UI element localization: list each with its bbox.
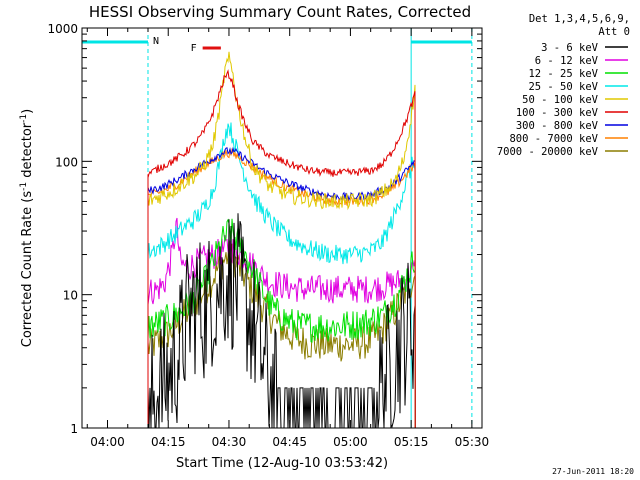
legend-label-7000-20000-kev: 7000 - 20000 keV — [497, 146, 599, 158]
legend-header-line1: Det 1,3,4,5,6,9, — [529, 13, 630, 25]
y-axis-label-part-2: detector — [20, 122, 35, 182]
y-tick-label-100: 100 — [55, 155, 78, 169]
y-tick-label-1000: 1000 — [47, 22, 78, 36]
series-300-800-kev — [147, 146, 416, 429]
x-axis-label: Start Time (12-Aug-10 03:53:42) — [176, 456, 388, 471]
legend-label-6-12-kev: 6 - 12 keV — [535, 55, 599, 67]
series-6-12-kev — [147, 217, 416, 429]
y-axis-label-part-1: Corrected Count Rate (s — [20, 191, 35, 348]
y-axis-label-part-3: ) — [20, 109, 35, 114]
series-100-300-kev — [147, 69, 416, 429]
x-tick-label-04-30: 04:30 — [212, 435, 247, 449]
x-tick-label-04-15: 04:15 — [151, 435, 186, 449]
legend-label-25-50-kev: 25 - 50 keV — [528, 81, 598, 93]
y-axis-label: Corrected Count Rate (s-1 detector-1) — [19, 109, 35, 347]
x-tick-label-05-30: 05:30 — [455, 435, 490, 449]
axis-ticks: 04:00 04:15 04:30 04:45 05:00 05:15 05:30 1 10 10… — [47, 22, 489, 449]
flare-label: F — [191, 43, 197, 54]
night-markers: NF — [82, 28, 473, 428]
legend-label-100-300-kev: 100 - 300 keV — [516, 107, 599, 119]
series-3-6-kev — [147, 213, 416, 429]
legend-label-12-25-kev: 12 - 25 keV — [528, 68, 598, 80]
series-25-50-kev — [147, 122, 416, 429]
y-axis-label-exponent-1: -1 — [19, 182, 29, 191]
x-tick-label-05-00: 05:00 — [333, 435, 368, 449]
series-800-7000-kev — [147, 148, 416, 429]
legend-label-3-6-kev: 3 - 6 keV — [541, 42, 599, 54]
legend-label-50-100-kev: 50 - 100 keV — [522, 94, 599, 106]
series-lines — [147, 51, 416, 429]
legend-header-line2: Att 0 — [598, 26, 630, 38]
footer-date: 27-Jun-2011 18:20 — [552, 467, 634, 476]
x-tick-label-04-00: 04:00 — [90, 435, 125, 449]
series-50-100-kev — [147, 51, 416, 429]
y-tick-label-10: 10 — [63, 289, 78, 303]
legend-label-800-7000-kev: 800 - 7000 keV — [509, 133, 598, 145]
y-axis-label-exponent-2: -1 — [19, 114, 29, 123]
x-tick-label-05-15: 05:15 — [394, 435, 429, 449]
plot-frame — [81, 27, 483, 429]
legend-label-300-800-kev: 300 - 800 keV — [516, 120, 599, 132]
night-label: N — [153, 36, 159, 47]
x-tick-label-04-45: 04:45 — [272, 435, 307, 449]
y-tick-label-1: 1 — [70, 422, 78, 436]
chart-title: HESSI Observing Summary Count Rates, Cor… — [89, 3, 471, 21]
